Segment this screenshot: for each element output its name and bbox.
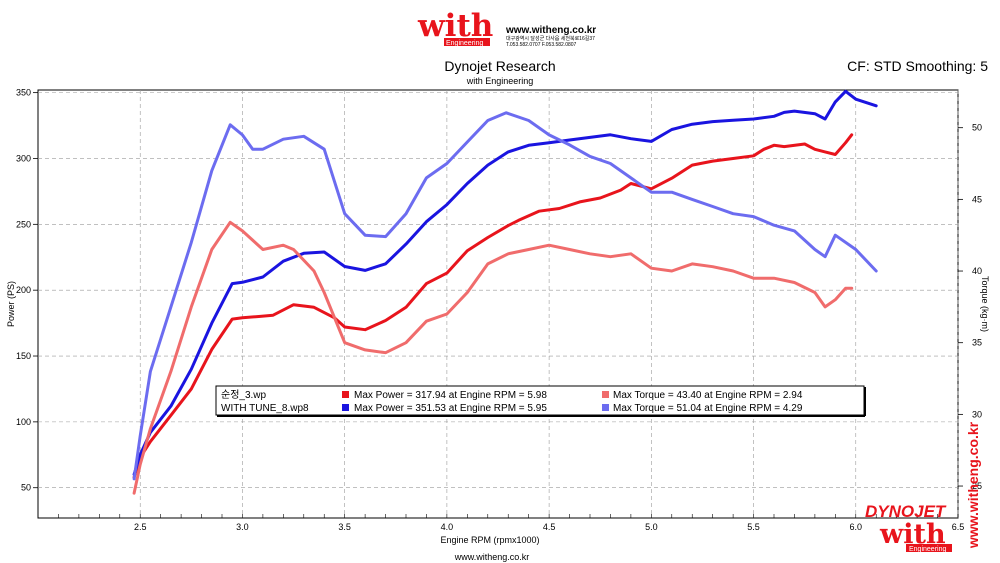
vertical-watermark: www.witheng.co.kr bbox=[965, 421, 981, 549]
series-line-power-stock bbox=[132, 133, 854, 479]
y2-tick-label: 50 bbox=[972, 123, 982, 133]
series-line-torque-tuned bbox=[132, 111, 878, 481]
y2-axis-label: Torque (kg·m) bbox=[980, 276, 990, 332]
legend-swatch-torque-2 bbox=[602, 404, 609, 411]
legend-swatch-power-2 bbox=[342, 404, 349, 411]
dynojet-logo: DYNOJET bbox=[865, 502, 947, 521]
y2-tick-label: 45 bbox=[972, 194, 982, 204]
header-phone: T.053.582.0707 F.053.582.0807 bbox=[506, 42, 577, 48]
y2-tick-label: 30 bbox=[972, 409, 982, 419]
x-tick-label: 5.0 bbox=[645, 522, 658, 532]
legend-torque-1: Max Torque = 43.40 at Engine RPM = 2.94 bbox=[613, 390, 803, 401]
y-tick-label: 150 bbox=[16, 351, 31, 361]
svg-text:Engineering: Engineering bbox=[909, 546, 946, 553]
header-address: 대구광역시 달성군 다사읍 세천북로16길37 bbox=[506, 35, 595, 42]
x-tick-label: 4.5 bbox=[543, 522, 556, 532]
x-tick-label: 3.0 bbox=[236, 522, 249, 532]
x-tick-label: 3.5 bbox=[338, 522, 351, 532]
footer-site: www.witheng.co.kr bbox=[454, 552, 530, 562]
x-tick-label: 6.0 bbox=[850, 522, 863, 532]
legend-power-1: Max Power = 317.94 at Engine RPM = 5.98 bbox=[354, 390, 547, 401]
y2-tick-label: 40 bbox=[972, 266, 982, 276]
legend: 순정_3.wp Max Power = 317.94 at Engine RPM… bbox=[215, 385, 866, 417]
axis-ticks: 2.5 3.0 3.5 4.0 4.5 5.0 5.5 6.0 6.5 50 100 150 200 25… bbox=[16, 88, 982, 532]
legend-power-2: Max Power = 351.53 at Engine RPM = 5.95 bbox=[354, 403, 547, 414]
y-tick-label: 100 bbox=[16, 417, 31, 427]
x-tick-label: 5.5 bbox=[747, 522, 760, 532]
cf-label: CF: STD Smoothing: 5 bbox=[847, 58, 988, 74]
legend-swatch-torque-1 bbox=[602, 391, 609, 398]
x-axis-label: Engine RPM (rpmx1000) bbox=[440, 535, 539, 545]
with-logo: with Engineering bbox=[417, 8, 493, 47]
x-tick-label: 6.5 bbox=[952, 522, 965, 532]
svg-text:Engineering: Engineering bbox=[446, 40, 483, 47]
plot-frame bbox=[37, 89, 959, 519]
chart-title: Dynojet Research bbox=[444, 58, 555, 74]
y-tick-label: 350 bbox=[16, 88, 31, 98]
y-tick-label: 200 bbox=[16, 285, 31, 295]
with-logo-bottom: with Engineering bbox=[879, 519, 952, 553]
y-tick-label: 50 bbox=[21, 483, 31, 493]
header-site: www.witheng.co.kr bbox=[505, 25, 596, 36]
legend-swatch-power-1 bbox=[342, 391, 349, 398]
legend-torque-2: Max Torque = 51.04 at Engine RPM = 4.29 bbox=[613, 403, 803, 414]
series-line-torque-stock bbox=[132, 220, 854, 495]
legend-run-2: WITH TUNE_8.wp8 bbox=[221, 403, 309, 414]
y-tick-label: 300 bbox=[16, 153, 31, 163]
x-tick-label: 2.5 bbox=[134, 522, 147, 532]
x-tick-label: 4.0 bbox=[441, 522, 454, 532]
y-tick-label: 250 bbox=[16, 219, 31, 229]
chart-subtitle: with Engineering bbox=[466, 76, 534, 86]
series-line-power-tuned bbox=[132, 89, 878, 476]
y2-tick-label: 35 bbox=[972, 338, 982, 348]
series-lines bbox=[132, 89, 878, 495]
y2-tick-label: 25 bbox=[972, 481, 982, 491]
legend-run-1: 순정_3.wp bbox=[221, 389, 267, 401]
y-axis-label: Power (PS) bbox=[6, 281, 16, 327]
